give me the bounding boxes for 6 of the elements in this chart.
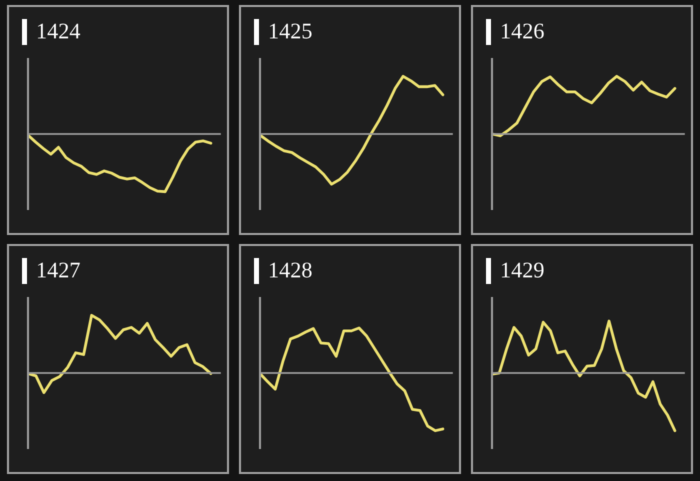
chart-title: 1428 <box>270 262 312 278</box>
chart-title: 1426 <box>502 24 544 39</box>
chart-title: 1427 <box>38 262 80 278</box>
chart-title: 1425 <box>270 24 312 39</box>
chart-title: 1429 <box>502 262 544 278</box>
chart-title: 1424 <box>38 24 80 38</box>
